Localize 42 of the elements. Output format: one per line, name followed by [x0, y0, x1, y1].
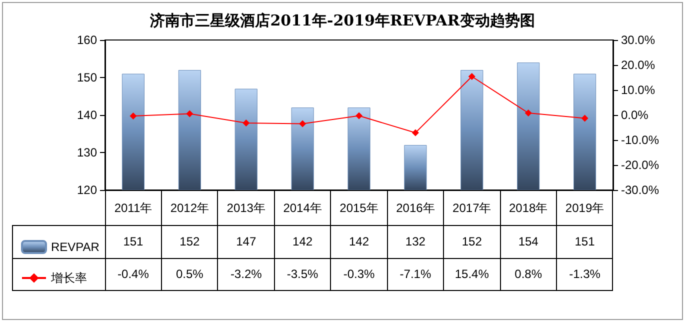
data-label: 142 [292, 234, 313, 248]
x-tick-label: 2018年 [508, 201, 548, 215]
data-label: 147 [236, 234, 256, 248]
data-label: -1.3% [569, 267, 601, 281]
x-tick-label: 2015年 [340, 201, 378, 215]
x-tick-label: 2014年 [283, 201, 322, 215]
x-tick-label: 2012年 [170, 201, 210, 215]
data-label: -3.2% [230, 267, 262, 281]
data-label: 151 [123, 234, 144, 248]
y2-tick-label: 20.0% [621, 58, 656, 72]
y-tick-label: 140 [76, 108, 98, 122]
data-label: 142 [348, 234, 370, 248]
y2-tick-label: 30.0% [621, 33, 656, 47]
y2-tick-label: -30.0% [621, 183, 660, 197]
data-label: 152 [462, 234, 482, 248]
data-label: -7.1% [400, 267, 432, 281]
data-label: 151 [574, 234, 596, 248]
data-label: 132 [405, 234, 426, 248]
y-tick-label: 150 [76, 70, 98, 84]
x-tick-label: 2017年 [452, 201, 492, 215]
y-tick-label: 160 [76, 33, 98, 47]
y-tick-label: 120 [76, 183, 98, 197]
data-label: 154 [518, 234, 539, 248]
data-label: -0.4% [118, 267, 150, 281]
data-label: 0.8% [514, 267, 542, 281]
y2-tick-label: 10.0% [621, 83, 656, 97]
y2-tick-label: 0.0% [621, 108, 649, 122]
x-tick-label: 2013年 [226, 201, 266, 215]
data-label: 15.4% [454, 267, 490, 281]
data-label: -0.3% [343, 267, 375, 281]
legend-label: REVPAR [51, 240, 100, 254]
x-tick-label: 2011年 [114, 201, 152, 215]
chart-title: 济南市三星级酒店2011年-2019年REVPAR变动趋势图 [149, 12, 535, 30]
x-tick-label: 2016年 [396, 201, 435, 215]
legend-label: 增长率 [50, 271, 87, 285]
data-label: 152 [180, 234, 200, 248]
data-label: -3.5% [286, 267, 319, 281]
y2-tick-label: -10.0% [621, 133, 660, 147]
y-tick-label: 130 [76, 146, 98, 160]
y2-tick-label: -20.0% [621, 158, 660, 172]
data-label: 0.5% [176, 267, 204, 281]
x-tick-label: 2019年 [565, 201, 604, 215]
